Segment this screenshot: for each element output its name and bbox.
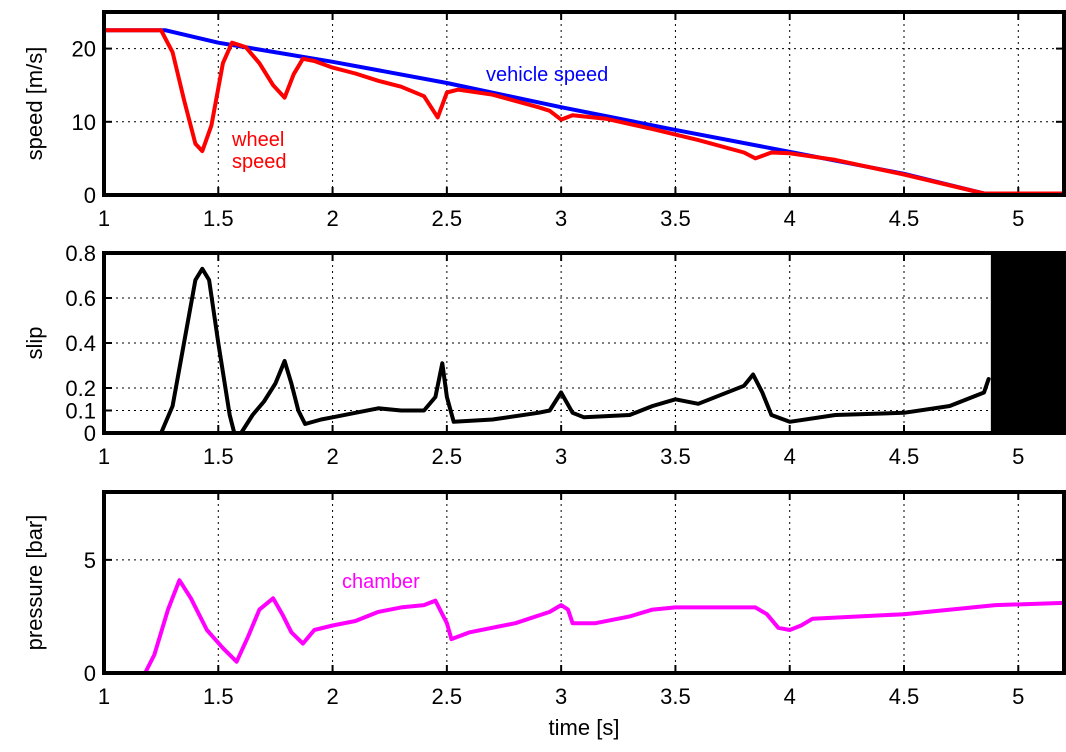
x-tick-label: 3.5 <box>660 684 691 709</box>
x-tick-label: 3 <box>555 206 567 231</box>
x-tick-label: 2.5 <box>432 684 463 709</box>
speed-tick-labels: 1 1.5 2 2.5 3 3.5 4 4.5 5 0 10 20 <box>72 37 1025 231</box>
x-tick-label: 3 <box>555 444 567 469</box>
chamber-annotation: chamber <box>342 571 420 593</box>
pressure-grid <box>103 492 1064 674</box>
x-tick-label: 2 <box>326 684 338 709</box>
y-tick-label: 0 <box>84 661 96 686</box>
time-xlabel: time [s] <box>549 715 620 740</box>
x-tick-label: 3.5 <box>660 206 691 231</box>
y-tick-label: 0.4 <box>65 331 96 356</box>
series-line-chamber <box>102 578 1066 675</box>
x-tick-label: 1 <box>98 684 110 709</box>
slip-tick-labels: 1 1.5 2 2.5 3 3.5 4 4.5 5 00.10.2 0.4 0.6 0.8 <box>65 241 1024 469</box>
speed-grid <box>103 12 1064 196</box>
x-tick-label: 4.5 <box>889 444 920 469</box>
y-tick-label: 0.2 <box>65 376 96 401</box>
slip-grid <box>103 252 1064 434</box>
x-tick-label: 5 <box>1012 206 1024 231</box>
slip-ylabel: slip <box>22 326 47 359</box>
speed-axes-frame <box>102 10 1066 197</box>
x-tick-label: 1 <box>98 444 110 469</box>
wheel-speed-annotation: speed <box>232 151 287 173</box>
y-tick-label: 0 <box>84 183 96 208</box>
x-tick-label: 1.5 <box>203 684 234 709</box>
x-tick-label: 2 <box>326 444 338 469</box>
series-line-slip <box>102 266 991 435</box>
x-tick-label: 4.5 <box>889 684 920 709</box>
pressure-ylabel: pressure [bar] <box>22 515 47 651</box>
speed-panel: 1 1.5 2 2.5 3 3.5 4 4.5 5 0 10 20 speed [m/s] vehic… <box>22 10 1066 231</box>
pressure-lines <box>102 578 1066 675</box>
slip-axes-frame <box>102 251 1066 435</box>
x-tick-label: 1 <box>98 206 110 231</box>
slip-panel: 1 1.5 2 2.5 3 3.5 4 4.5 5 00.10.2 0.4 0.6 0.8 slip <box>22 241 1066 469</box>
y-tick-label: 20 <box>72 37 96 62</box>
x-tick-label: 4 <box>784 684 796 709</box>
speed-lines <box>102 28 1066 196</box>
pressure-axes-frame <box>102 490 1066 675</box>
speed-ylabel: speed [m/s] <box>22 47 47 161</box>
x-tick-label: 3 <box>555 684 567 709</box>
y-tick-label: 5 <box>84 548 96 573</box>
x-tick-label: 4 <box>784 444 796 469</box>
x-tick-label: 4 <box>784 206 796 231</box>
series-line-wheel-speed <box>102 28 1066 196</box>
x-tick-label: 1.5 <box>203 444 234 469</box>
vehicle-speed-annotation: vehicle speed <box>486 64 608 86</box>
y-tick-label: 0.1 <box>65 399 96 424</box>
pressure-panel: 1 1.5 2 2.5 3 3.5 4 4.5 5 0 5 pressure [bar] chamb… <box>22 490 1066 740</box>
x-tick-label: 5 <box>1012 444 1024 469</box>
x-tick-label: 4.5 <box>889 206 920 231</box>
x-tick-label: 2 <box>326 206 338 231</box>
slip-noise-region <box>990 253 1064 433</box>
wheel-annotation: wheel <box>231 129 284 151</box>
x-tick-label: 1.5 <box>203 206 234 231</box>
pressure-tick-labels: 1 1.5 2 2.5 3 3.5 4 4.5 5 0 5 <box>84 548 1025 709</box>
slip-lines <box>102 266 991 435</box>
x-tick-label: 2.5 <box>432 444 463 469</box>
x-tick-label: 2.5 <box>432 206 463 231</box>
x-tick-label: 3.5 <box>660 444 691 469</box>
x-tick-label: 5 <box>1012 684 1024 709</box>
y-tick-label: 0.6 <box>65 286 96 311</box>
y-tick-label: 0.8 <box>65 241 96 266</box>
y-tick-label: 0 <box>84 421 96 446</box>
y-tick-label: 10 <box>72 110 96 135</box>
